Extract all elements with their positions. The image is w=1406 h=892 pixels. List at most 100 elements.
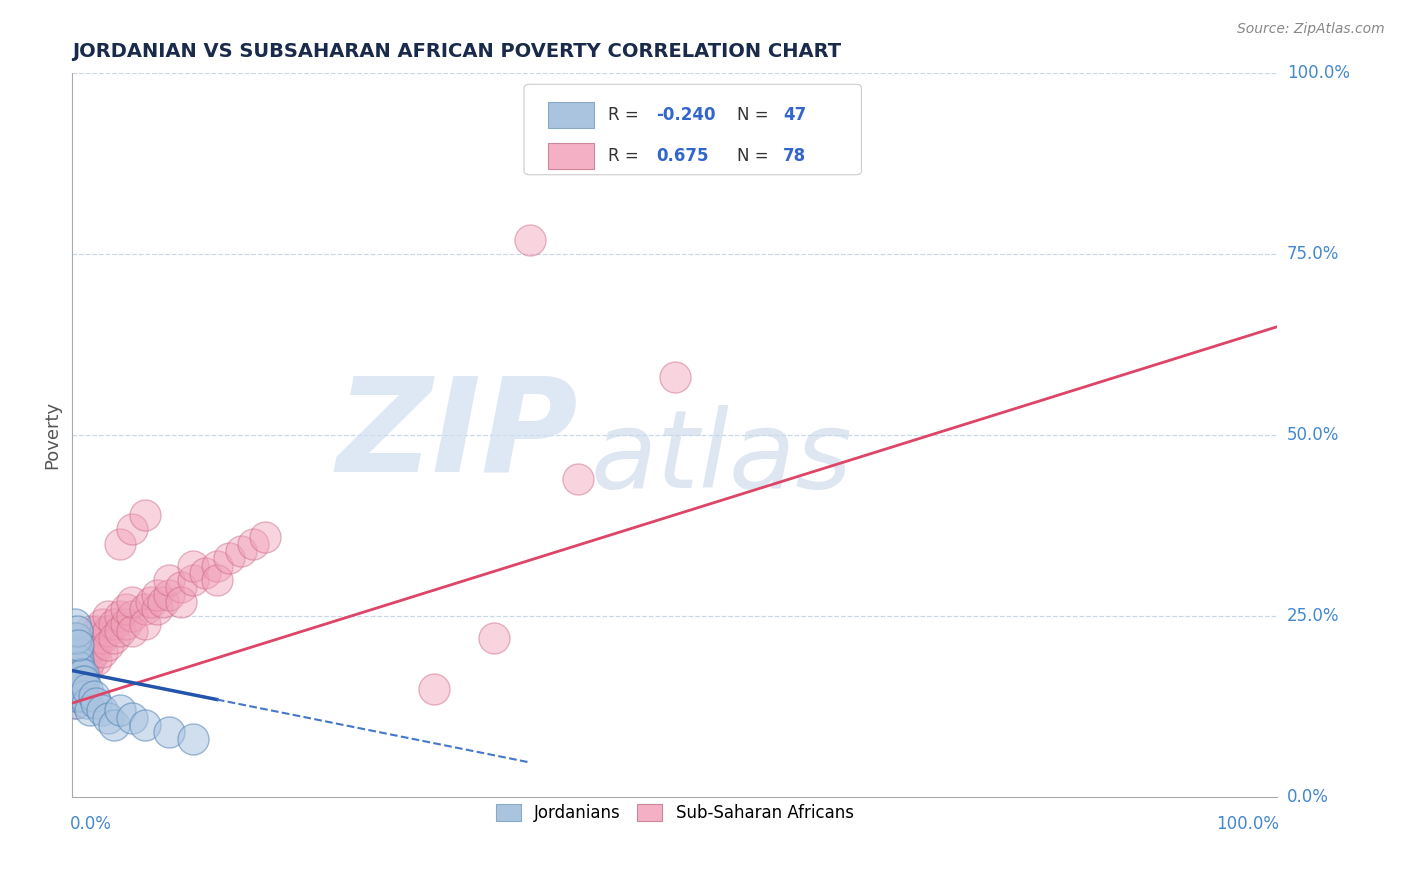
Point	[70, 653, 93, 667]
Point	[63, 660, 86, 674]
Text: 78: 78	[783, 147, 806, 165]
Point	[115, 602, 138, 616]
Text: ZIP: ZIP	[336, 372, 578, 499]
Point	[67, 689, 90, 703]
Point	[72, 645, 94, 659]
Text: 25.0%: 25.0%	[1286, 607, 1340, 625]
Point	[121, 595, 143, 609]
Point	[63, 616, 86, 631]
Point	[134, 616, 156, 631]
Point	[73, 653, 96, 667]
Point	[70, 638, 93, 652]
Point	[62, 667, 84, 681]
Point	[66, 681, 89, 696]
Point	[422, 681, 444, 696]
Point	[157, 588, 180, 602]
Point	[181, 573, 204, 587]
Point	[79, 624, 101, 638]
Point	[67, 674, 90, 689]
Point	[69, 667, 91, 681]
Point	[69, 674, 91, 689]
Text: 0.675: 0.675	[657, 147, 709, 165]
Point	[103, 616, 125, 631]
Point	[66, 674, 89, 689]
Point	[169, 595, 191, 609]
Point	[69, 660, 91, 674]
Text: 100.0%: 100.0%	[1286, 64, 1350, 82]
Point	[157, 573, 180, 587]
Point	[69, 653, 91, 667]
Point	[110, 537, 132, 551]
Point	[157, 725, 180, 739]
Point	[121, 609, 143, 624]
Text: -0.240: -0.240	[657, 106, 716, 124]
Point	[62, 689, 84, 703]
Point	[110, 609, 132, 624]
Point	[65, 653, 87, 667]
Point	[69, 645, 91, 659]
Point	[79, 653, 101, 667]
Text: 75.0%: 75.0%	[1286, 245, 1339, 263]
Point	[72, 681, 94, 696]
Point	[567, 472, 589, 486]
Point	[69, 681, 91, 696]
Point	[67, 681, 90, 696]
Point	[65, 667, 87, 681]
Point	[97, 710, 120, 724]
Point	[134, 718, 156, 732]
Point	[62, 681, 84, 696]
Point	[65, 674, 87, 689]
FancyBboxPatch shape	[548, 143, 593, 169]
Point	[70, 667, 93, 681]
Point	[115, 616, 138, 631]
Point	[65, 689, 87, 703]
Text: N =: N =	[737, 147, 775, 165]
Point	[67, 653, 90, 667]
Text: Source: ZipAtlas.com: Source: ZipAtlas.com	[1237, 22, 1385, 37]
Point	[63, 696, 86, 710]
Point	[63, 674, 86, 689]
Point	[67, 638, 90, 652]
Text: R =: R =	[609, 106, 644, 124]
Y-axis label: Poverty: Poverty	[44, 401, 60, 469]
Point	[73, 667, 96, 681]
Point	[65, 681, 87, 696]
Point	[121, 710, 143, 724]
Point	[67, 667, 90, 681]
Point	[242, 537, 264, 551]
Point	[76, 660, 98, 674]
Point	[66, 653, 89, 667]
Point	[110, 624, 132, 638]
Text: JORDANIAN VS SUBSAHARAN AFRICAN POVERTY CORRELATION CHART: JORDANIAN VS SUBSAHARAN AFRICAN POVERTY …	[72, 42, 841, 61]
Point	[86, 638, 108, 652]
Point	[70, 689, 93, 703]
Point	[69, 681, 91, 696]
Point	[97, 624, 120, 638]
Point	[69, 660, 91, 674]
Point	[70, 674, 93, 689]
FancyBboxPatch shape	[524, 84, 862, 175]
Text: 47: 47	[783, 106, 807, 124]
Point	[67, 660, 90, 674]
Point	[91, 631, 114, 645]
Point	[63, 681, 86, 696]
Text: N =: N =	[737, 106, 775, 124]
Point	[72, 667, 94, 681]
Point	[194, 566, 217, 580]
Point	[66, 624, 89, 638]
Point	[121, 624, 143, 638]
Text: 100.0%: 100.0%	[1216, 815, 1279, 833]
Legend: Jordanians, Sub-Saharan Africans: Jordanians, Sub-Saharan Africans	[489, 797, 860, 829]
Point	[121, 523, 143, 537]
Point	[66, 689, 89, 703]
Point	[65, 660, 87, 674]
Point	[91, 645, 114, 659]
Point	[91, 616, 114, 631]
Point	[229, 544, 252, 558]
Point	[63, 689, 86, 703]
Point	[83, 689, 105, 703]
Point	[83, 631, 105, 645]
FancyBboxPatch shape	[548, 103, 593, 128]
Point	[73, 638, 96, 652]
Point	[86, 696, 108, 710]
